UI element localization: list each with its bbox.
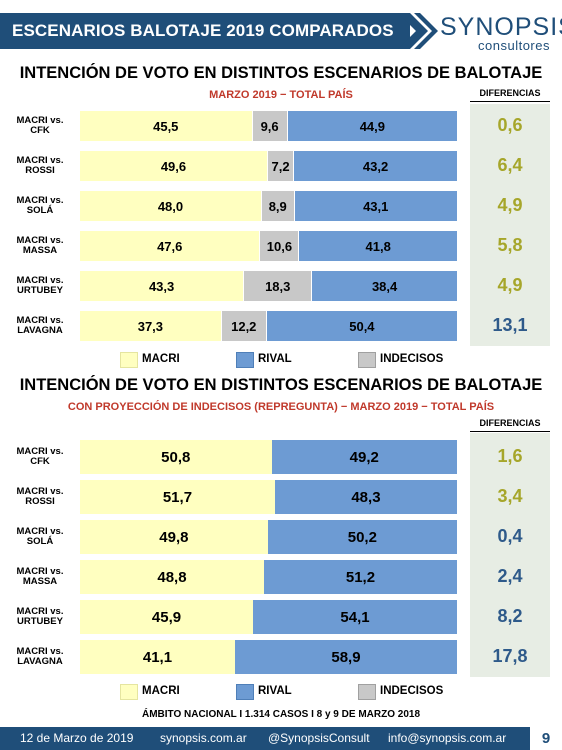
bar-segment-rival: 50,2 (267, 520, 457, 554)
header-band (0, 13, 410, 49)
legend-swatch (358, 684, 376, 700)
legend-label: RIVAL (258, 685, 292, 697)
bar-segment-undecided: 18,3 (243, 271, 313, 301)
page-title: ESCENARIOS BALOTAJE 2019 COMPARADOS (12, 21, 394, 40)
chevron-right-icon (398, 13, 438, 49)
legend-label: INDECISOS (380, 353, 444, 365)
difference-value: 0,6 (497, 115, 523, 135)
difference-value: 6,4 (497, 155, 523, 175)
chart-title: INTENCIÓN DE VOTO EN DISTINTOS ESCENARIO… (19, 64, 543, 82)
bar-segment-macri: 51,7 (80, 480, 275, 514)
bar-segment-macri: 37,3 (80, 311, 221, 341)
bar-segment-undecided: 9,6 (251, 111, 288, 141)
row-label: MACRI vs. LAVAGNA (16, 315, 64, 336)
bar-segment-rival: 49,2 (271, 440, 457, 474)
bar-segment-rival: 38,4 (312, 271, 457, 301)
difference-value: 2,4 (497, 566, 523, 586)
bar-segment-macri: 43,3 (80, 271, 244, 301)
bar-segment-rival: 41,8 (299, 231, 457, 261)
differences-header: DIFERENCIAS (479, 418, 541, 428)
row-label: MACRI vs. ROSSI (16, 155, 64, 176)
row-label: MACRI vs. MASSA (16, 235, 64, 256)
difference-value: 0,4 (497, 526, 523, 546)
footer: 12 de Marzo de 2019 synopsis.com.ar @Syn… (0, 727, 562, 750)
page-number: 9 (530, 727, 562, 750)
footer-website[interactable]: synopsis.com.ar (160, 731, 247, 745)
footer-email[interactable]: info@synopsis.com.ar (388, 731, 507, 745)
bar-segment-undecided: 10,6 (259, 231, 300, 261)
difference-value: 5,8 (497, 235, 523, 255)
legend-label: MACRI (142, 353, 180, 365)
footer-date: 12 de Marzo de 2019 (20, 731, 134, 745)
bar-segment-rival: 48,3 (274, 480, 457, 514)
legend-label: MACRI (142, 685, 180, 697)
legend-swatch (236, 684, 254, 700)
difference-value: 17,8 (492, 646, 528, 666)
difference-value: 1,6 (497, 446, 523, 466)
bar-segment-rival: 44,9 (287, 111, 457, 141)
bar-segment-rival: 51,2 (263, 560, 457, 594)
bar-segment-macri: 50,8 (80, 440, 272, 474)
difference-value: 8,2 (497, 606, 523, 626)
legend-swatch (120, 352, 138, 368)
differences-header-rule (470, 431, 550, 432)
chart-title: INTENCIÓN DE VOTO EN DISTINTOS ESCENARIO… (19, 376, 543, 394)
bar-segment-rival: 43,2 (294, 151, 457, 181)
legend-label: INDECISOS (380, 685, 444, 697)
chart-subtitle: CON PROYECCIÓN DE INDECISOS (REPREGUNTA)… (67, 401, 495, 413)
legend-label: RIVAL (258, 353, 292, 365)
legend-swatch (236, 352, 254, 368)
bar-segment-macri: 47,6 (80, 231, 260, 261)
bar-segment-macri: 48,0 (80, 191, 261, 221)
row-label: MACRI vs. CFK (16, 115, 64, 136)
bar-segment-undecided: 7,2 (266, 151, 295, 181)
bar-segment-rival: 54,1 (253, 600, 457, 634)
legend-swatch (120, 684, 138, 700)
row-label: MACRI vs. MASSA (16, 566, 64, 587)
row-label: MACRI vs. ROSSI (16, 486, 64, 507)
chart-subtitle: MARZO 2019 − TOTAL PAÍS (209, 89, 353, 101)
source-note: ÁMBITO NACIONAL I 1.314 CASOS I 8 y 9 DE… (141, 709, 421, 720)
difference-value: 13,1 (492, 315, 528, 335)
difference-value: 3,4 (497, 486, 523, 506)
bar-segment-macri: 48,8 (80, 560, 264, 594)
logo-name: SYNOPSIS (440, 13, 562, 41)
difference-value: 4,9 (497, 275, 523, 295)
bar-segment-rival: 43,1 (294, 191, 457, 221)
differences-header-rule (470, 101, 550, 102)
row-label: MACRI vs. LAVAGNA (16, 646, 64, 667)
logo-tagline: consultores (478, 38, 550, 53)
bar-segment-macri: 49,6 (80, 151, 267, 181)
bar-segment-undecided: 12,2 (220, 311, 267, 341)
bar-segment-macri: 45,9 (80, 600, 254, 634)
bar-segment-rival: 50,4 (266, 311, 457, 341)
legend-swatch (358, 352, 376, 368)
logo: SYNOPSIS consultores (440, 13, 562, 53)
differences-header: DIFERENCIAS (479, 88, 541, 98)
differences-column (470, 433, 550, 677)
row-label: MACRI vs. URTUBEY (16, 275, 64, 296)
bar-segment-macri: 41,1 (80, 640, 235, 674)
row-label: MACRI vs. URTUBEY (16, 606, 64, 627)
difference-value: 4,9 (497, 195, 523, 215)
bar-segment-undecided: 8,9 (260, 191, 295, 221)
bar-segment-rival: 58,9 (234, 640, 457, 674)
differences-column (470, 104, 550, 346)
footer-social-handle[interactable]: @SynopsisConsult (268, 731, 370, 745)
row-label: MACRI vs. SOLÁ (16, 526, 64, 547)
row-label: MACRI vs. CFK (16, 446, 64, 467)
row-label: MACRI vs. SOLÁ (16, 195, 64, 216)
bar-segment-macri: 49,8 (80, 520, 268, 554)
bar-segment-macri: 45,5 (80, 111, 252, 141)
